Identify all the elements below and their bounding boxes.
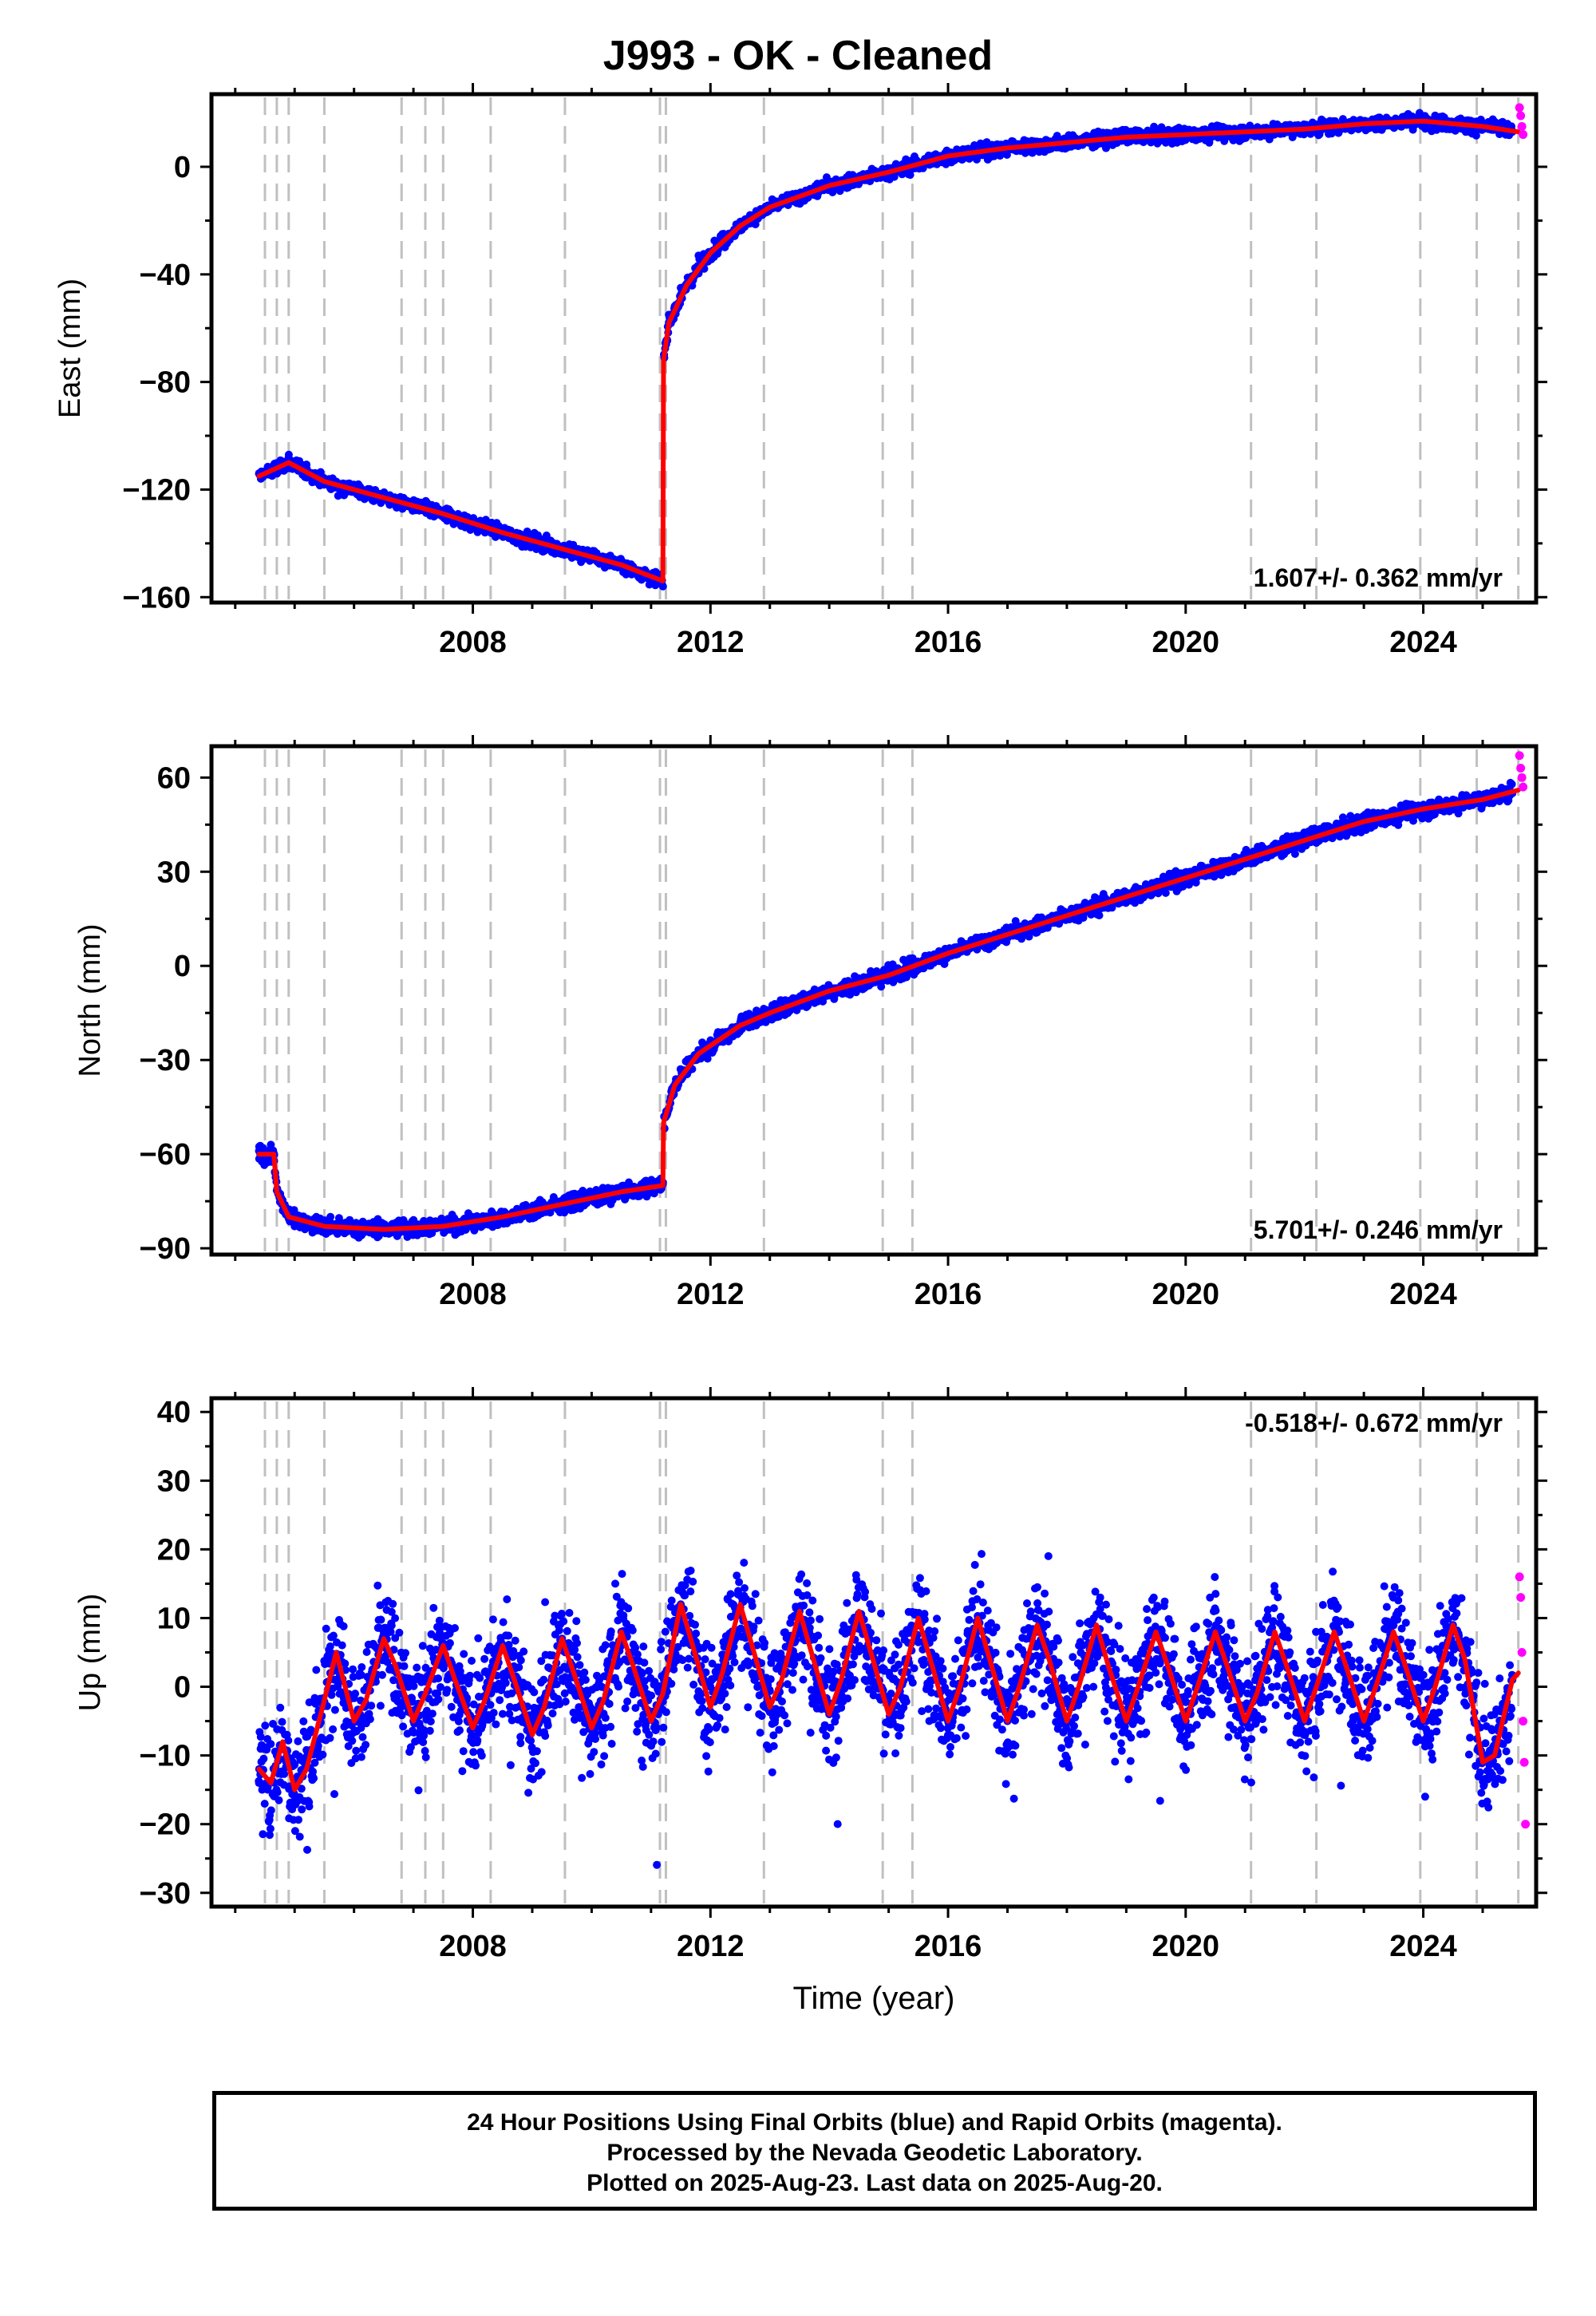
plot-frame: [209, 92, 1539, 605]
y-tick-label: −80: [140, 366, 191, 400]
x-tick-label: 2016: [915, 626, 982, 659]
y-tick-label: 0: [174, 151, 191, 184]
y-tick-label: −40: [140, 259, 191, 292]
data-point: [658, 582, 667, 591]
data-point: [694, 251, 703, 260]
model-fit-line: [256, 118, 1521, 583]
rapid-data-point: [1515, 103, 1524, 113]
data-point: [470, 1226, 479, 1235]
x-tick-label: 2008: [439, 626, 507, 659]
data-point: [326, 1212, 335, 1221]
data-point: [718, 230, 727, 239]
data-point: [846, 990, 855, 999]
data-point: [1472, 131, 1480, 140]
data-point: [1290, 850, 1299, 858]
y-axis-label: East (mm): [53, 279, 87, 418]
x-tick-label: 2020: [1152, 626, 1220, 659]
y-tick-label: −120: [122, 473, 191, 507]
y-tick-label: −160: [122, 581, 191, 615]
x-tick-label: 2024: [1389, 626, 1457, 659]
page-title: J993 - OK - Cleaned: [602, 33, 994, 79]
rate-annotation: 1.607+/- 0.362 mm/yr: [1254, 563, 1503, 592]
plot-area: [255, 751, 1528, 1242]
x-tick-label: 2012: [677, 626, 745, 659]
plot-area: [255, 103, 1528, 591]
chart-panel-north: 2008 2012 2016 2020 202460300−30−60−90North …: [73, 735, 1547, 1311]
data-point: [623, 568, 632, 577]
data-point: [1079, 914, 1088, 922]
data-point: [1095, 911, 1104, 919]
chart-panels: 2008 2012 2016 2020 2024 0 −40 −80 −120 −160 East …: [53, 83, 1547, 2016]
rapid-data-point: [1517, 121, 1527, 131]
rapid-data-point: [1516, 111, 1526, 121]
rapid-data-point: [1519, 130, 1528, 140]
chart-panel-east: 2008 2012 2016 2020 2024 0 −40 −80 −120 −160 East …: [53, 83, 1547, 659]
data-point: [334, 492, 342, 500]
data-point: [1161, 888, 1170, 897]
data-point: [703, 1054, 712, 1063]
